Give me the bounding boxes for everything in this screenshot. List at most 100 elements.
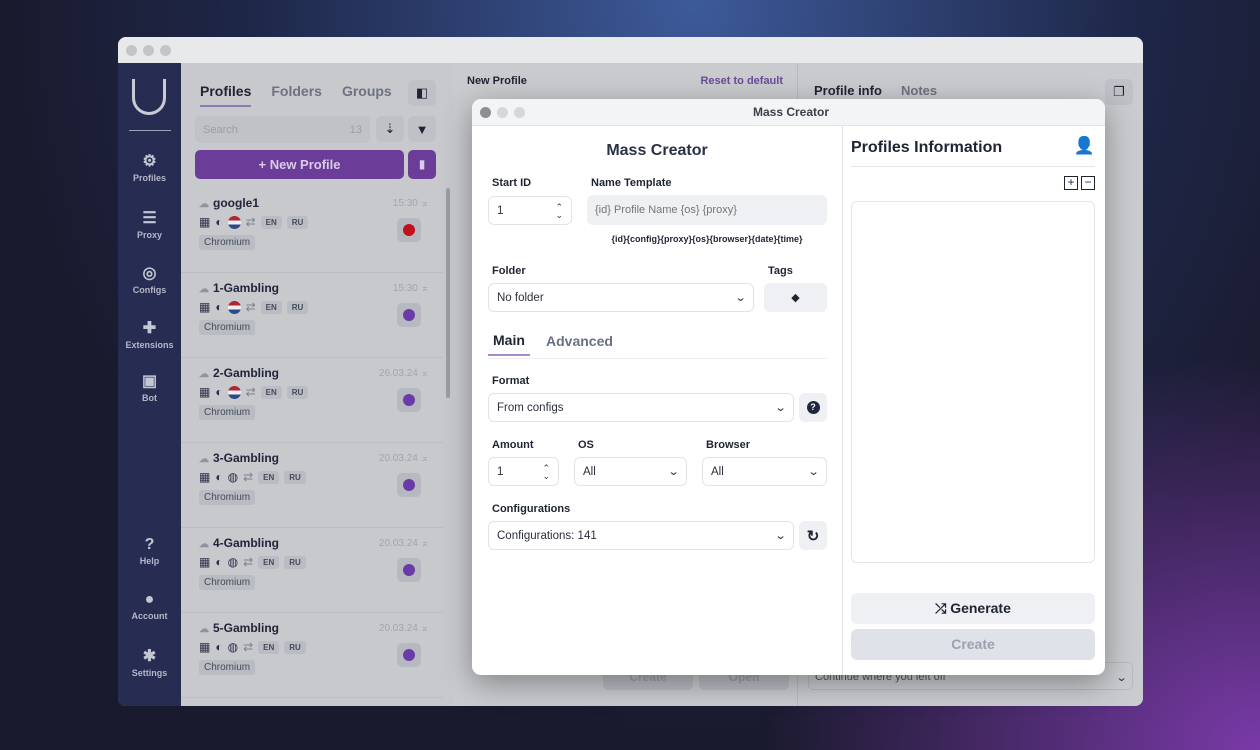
cloud-icon: ☁ xyxy=(199,539,209,550)
profile-list-item[interactable]: ☁ 5-Gambling 20.03.24 ⌅ ▦ ◐ ◍ ⇄ EN RU Chromium xyxy=(181,613,443,698)
title-bar xyxy=(118,37,1143,63)
cloud-icon: ☁ xyxy=(199,284,209,295)
windows-icon: ▦ xyxy=(199,555,211,569)
start-id-stepper[interactable]: 1 ⌃ ⌄ xyxy=(488,196,572,225)
windows-icon: ▦ xyxy=(199,300,211,314)
configurations-select[interactable]: Configurations: 141 ⌄ xyxy=(488,521,794,550)
browser-label: Browser xyxy=(706,439,751,451)
tab-folders[interactable]: Folders xyxy=(271,83,322,99)
language-tag: RU xyxy=(284,640,306,654)
tab-groups[interactable]: Groups xyxy=(341,83,392,99)
tag-icon: ◆ xyxy=(791,292,800,304)
zoom-dialog-button[interactable] xyxy=(514,106,525,118)
sidebar-item-label: Extensions xyxy=(125,340,174,350)
start-profile-button[interactable] xyxy=(397,558,421,582)
chevron-down-icon: ⌄ xyxy=(734,292,747,304)
profile-list-item[interactable]: ☁ 3-Gambling 20.03.24 ⌅ ▦ ◐ ◍ ⇄ EN RU Chromium xyxy=(181,443,443,528)
copy-button[interactable]: ❐ xyxy=(1105,79,1133,105)
new-profile-button[interactable]: + New Profile xyxy=(195,150,404,179)
pin-icon[interactable]: ⌅ xyxy=(420,283,429,294)
panel-toggle-button[interactable]: ◧ xyxy=(408,80,436,106)
list-scrollbar[interactable] xyxy=(446,188,450,398)
start-profile-button[interactable] xyxy=(397,388,421,412)
profile-name: 3-Gambling xyxy=(213,451,280,465)
minimize-dialog-button[interactable] xyxy=(497,106,508,118)
profile-list-item[interactable]: ☁ 1-Gambling 15:30 ⌅ ▦ ◐ ⇄ EN RU Chromium xyxy=(181,273,443,358)
profile-list-item[interactable]: ☁ 2-Gambling 26.03.24 ⌅ ▦ ◐ ⇄ EN RU Chromium xyxy=(181,358,443,443)
os-select[interactable]: All ⌄ xyxy=(574,457,687,486)
user-settings-icon[interactable]: 👤 xyxy=(1073,136,1095,155)
folder-select[interactable]: No folder ⌄ xyxy=(488,283,754,312)
profile-date: 15:30 xyxy=(392,283,418,294)
start-profile-button[interactable] xyxy=(397,303,421,327)
user-icon: ● xyxy=(144,591,155,608)
cloud-icon: ☁ xyxy=(199,369,209,380)
reset-link[interactable]: Reset to default xyxy=(700,75,783,87)
sidebar: ⚙ Profiles ☰ Proxy ◎ Configs ✚ Extensions ▣ Bot ? H… xyxy=(118,63,181,706)
cloud-icon: ☁ xyxy=(199,199,209,210)
stop-icon xyxy=(403,224,415,236)
pin-icon[interactable]: ⌅ xyxy=(420,623,429,634)
os-label: OS xyxy=(578,439,594,451)
sidebar-item-label: Settings xyxy=(131,668,168,678)
pin-icon[interactable]: ⌅ xyxy=(420,538,429,549)
chevron-down-icon: ⌄ xyxy=(774,402,787,414)
minimize-window-button[interactable] xyxy=(143,44,154,56)
name-template-input[interactable] xyxy=(587,195,827,225)
start-profile-button[interactable] xyxy=(397,473,421,497)
tab-profiles[interactable]: Profiles xyxy=(200,83,252,107)
sort-icon: ⇣ xyxy=(384,121,396,136)
mass-creator-dialog: Mass Creator Mass Creator Start ID 1 ⌃ ⌄ N… xyxy=(472,99,1105,675)
quick-profile-button[interactable]: ▮ xyxy=(408,150,436,179)
tab-advanced[interactable]: Advanced xyxy=(546,333,613,349)
template-variables[interactable]: {id}{config}{proxy}{os}{browser}{date}{t… xyxy=(611,234,803,244)
close-dialog-button[interactable] xyxy=(480,106,491,118)
stepper-arrows-icon[interactable]: ⌃ ⌄ xyxy=(542,462,550,481)
format-select[interactable]: From configs ⌄ xyxy=(488,393,794,422)
pin-icon[interactable]: ⌅ xyxy=(420,453,429,464)
profile-list-item[interactable]: ☁ google1 15:30 ⌅ ▦ ◐ ⇄ EN RU Chromium xyxy=(181,188,443,273)
expand-all-icon[interactable]: + xyxy=(1064,176,1078,190)
collapse-all-icon[interactable]: − xyxy=(1081,176,1095,190)
profile-name: 2-Gambling xyxy=(213,366,280,380)
filter-button[interactable]: ▼ xyxy=(408,116,436,142)
format-help-button[interactable]: ? xyxy=(799,393,827,422)
start-id-label: Start ID xyxy=(492,177,532,189)
sort-button[interactable]: ⇣ xyxy=(376,116,404,142)
browser-badge: Chromium xyxy=(199,320,256,335)
pin-icon[interactable]: ⌅ xyxy=(420,198,429,209)
tab-profile-info[interactable]: Profile info xyxy=(814,83,882,98)
close-window-button[interactable] xyxy=(126,44,137,56)
sidebar-item-configs[interactable]: ◎ Configs xyxy=(118,263,181,295)
stepper-arrows-icon[interactable]: ⌃ ⌄ xyxy=(555,201,563,220)
search-input[interactable]: Search 13 xyxy=(195,116,370,143)
sidebar-item-settings[interactable]: ✱ Settings xyxy=(118,646,181,678)
flag-icon xyxy=(227,385,241,399)
sidebar-item-extensions[interactable]: ✚ Extensions xyxy=(118,318,181,350)
play-icon xyxy=(403,309,415,321)
proxy-swap-icon: ⇄ xyxy=(245,385,256,399)
amount-stepper[interactable]: 1 ⌃ ⌄ xyxy=(488,457,559,486)
tab-main[interactable]: Main xyxy=(488,332,530,356)
create-profiles-button[interactable]: Create xyxy=(851,629,1095,660)
start-profile-button[interactable] xyxy=(397,643,421,667)
profile-list-item[interactable]: ☁ 4-Gambling 20.03.24 ⌅ ▦ ◐ ◍ ⇄ EN RU Chromium xyxy=(181,528,443,613)
sidebar-item-help[interactable]: ? Help xyxy=(118,536,181,566)
sidebar-item-account[interactable]: ● Account xyxy=(118,591,181,621)
sidebar-item-proxy[interactable]: ☰ Proxy xyxy=(118,208,181,240)
pin-icon[interactable]: ⌅ xyxy=(420,368,429,379)
browser-select[interactable]: All ⌄ xyxy=(702,457,827,486)
tab-notes[interactable]: Notes xyxy=(901,83,938,98)
generate-button[interactable]: ⤮ Generate xyxy=(851,593,1095,624)
cloud-icon: ☁ xyxy=(199,624,209,635)
sidebar-item-profiles[interactable]: ⚙ Profiles xyxy=(118,151,181,183)
profile-date: 20.03.24 xyxy=(378,538,418,549)
robot-icon: ▣ xyxy=(141,373,158,390)
refresh-configurations-button[interactable]: ↻ xyxy=(799,521,827,550)
zoom-window-button[interactable] xyxy=(160,44,171,56)
sidebar-item-bot[interactable]: ▣ Bot xyxy=(118,371,181,403)
format-label: Format xyxy=(492,375,530,387)
amount-label: Amount xyxy=(492,439,534,451)
stop-profile-button[interactable] xyxy=(397,218,421,242)
tags-button[interactable]: ◆ xyxy=(764,283,827,312)
